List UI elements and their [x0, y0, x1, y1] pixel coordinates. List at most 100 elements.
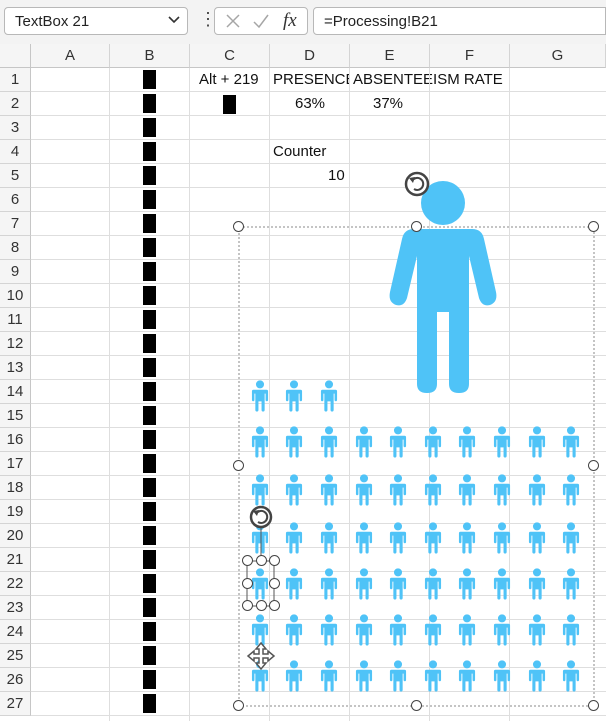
person-icon[interactable] — [389, 474, 407, 506]
person-icon[interactable] — [424, 426, 442, 458]
textbox-handle-left[interactable] — [242, 578, 253, 589]
person-icon[interactable] — [493, 568, 511, 600]
resize-handle-top-left[interactable] — [233, 221, 244, 232]
row-header[interactable]: 8 — [0, 236, 31, 260]
person-icon[interactable] — [251, 474, 269, 506]
row-header[interactable]: 7 — [0, 212, 31, 236]
person-icon[interactable] — [320, 380, 338, 412]
formula-input[interactable]: =Processing!B21 — [313, 7, 606, 35]
person-icon[interactable] — [285, 426, 303, 458]
person-icon[interactable] — [424, 474, 442, 506]
textbox-handle-bottom-left[interactable] — [242, 600, 253, 611]
cell-e1[interactable]: ABSENTEEISM RATE — [353, 71, 503, 88]
person-icon[interactable] — [562, 426, 580, 458]
person-icon[interactable] — [355, 522, 373, 554]
move-icon[interactable] — [246, 641, 276, 671]
person-icon[interactable] — [458, 568, 476, 600]
person-icon[interactable] — [528, 614, 546, 646]
person-icon[interactable] — [424, 568, 442, 600]
person-icon[interactable] — [285, 380, 303, 412]
person-icon[interactable] — [355, 614, 373, 646]
person-icon[interactable] — [458, 522, 476, 554]
row-header[interactable]: 22 — [0, 572, 31, 596]
person-icon[interactable] — [528, 568, 546, 600]
row-header[interactable]: 14 — [0, 380, 31, 404]
resize-handle-bottom-right[interactable] — [588, 700, 599, 711]
cell-e2[interactable]: 37% — [373, 95, 404, 112]
person-icon[interactable] — [285, 660, 303, 692]
person-icon[interactable] — [458, 474, 476, 506]
check-icon[interactable] — [251, 11, 271, 36]
resize-handle-top-right[interactable] — [588, 221, 599, 232]
person-icon[interactable] — [251, 614, 269, 646]
large-person-icon[interactable] — [389, 181, 497, 393]
person-icon[interactable] — [251, 426, 269, 458]
person-icon[interactable] — [320, 426, 338, 458]
row-header[interactable]: 11 — [0, 308, 31, 332]
resize-handle-bottom-left[interactable] — [233, 700, 244, 711]
textbox-handle-bottom-right[interactable] — [269, 600, 280, 611]
row-header[interactable]: 15 — [0, 404, 31, 428]
person-icon[interactable] — [320, 474, 338, 506]
textbox-handle-top[interactable] — [256, 555, 267, 566]
person-icon[interactable] — [355, 660, 373, 692]
person-icon[interactable] — [493, 474, 511, 506]
row-header[interactable]: 2 — [0, 92, 31, 116]
person-icon[interactable] — [562, 660, 580, 692]
row-header[interactable]: 16 — [0, 428, 31, 452]
row-header[interactable]: 1 — [0, 68, 31, 92]
person-icon[interactable] — [355, 474, 373, 506]
rotate-handle-icon[interactable] — [404, 171, 430, 197]
row-header[interactable]: 10 — [0, 284, 31, 308]
cell-d1[interactable]: PRESENCE — [273, 71, 350, 88]
textbox-handle-top-left[interactable] — [242, 555, 253, 566]
person-icon[interactable] — [251, 568, 269, 600]
row-header[interactable]: 17 — [0, 452, 31, 476]
person-icon[interactable] — [389, 568, 407, 600]
row-header[interactable]: 5 — [0, 164, 31, 188]
person-icon[interactable] — [320, 522, 338, 554]
person-icon[interactable] — [493, 660, 511, 692]
person-icon[interactable] — [493, 522, 511, 554]
row-header[interactable]: 23 — [0, 596, 31, 620]
column-header-a[interactable]: A — [31, 44, 110, 68]
person-icon[interactable] — [320, 614, 338, 646]
person-icon[interactable] — [389, 426, 407, 458]
cell-d4[interactable]: Counter — [273, 143, 327, 160]
rotate-handle-small-icon[interactable] — [249, 505, 273, 529]
cell-c1[interactable]: Alt + 219 — [199, 71, 259, 88]
person-icon[interactable] — [493, 614, 511, 646]
row-header[interactable]: 25 — [0, 644, 31, 668]
person-icon[interactable] — [389, 614, 407, 646]
chevron-down-icon[interactable] — [167, 12, 181, 29]
person-icon[interactable] — [424, 614, 442, 646]
person-icon[interactable] — [528, 426, 546, 458]
person-icon[interactable] — [285, 522, 303, 554]
row-header[interactable]: 27 — [0, 692, 31, 716]
row-header[interactable]: 12 — [0, 332, 31, 356]
person-icon[interactable] — [389, 660, 407, 692]
textbox-handle-bottom[interactable] — [256, 600, 267, 611]
row-header[interactable]: 6 — [0, 188, 31, 212]
column-header-f[interactable]: F — [430, 44, 510, 68]
person-icon[interactable] — [285, 614, 303, 646]
person-icon[interactable] — [562, 614, 580, 646]
row-header[interactable]: 26 — [0, 668, 31, 692]
row-header[interactable]: 3 — [0, 116, 31, 140]
row-header[interactable]: 13 — [0, 356, 31, 380]
person-icon[interactable] — [458, 426, 476, 458]
person-icon[interactable] — [528, 660, 546, 692]
person-icon[interactable] — [493, 426, 511, 458]
textbox-handle-right[interactable] — [269, 578, 280, 589]
row-header[interactable]: 20 — [0, 524, 31, 548]
cell-d5[interactable]: 10 — [328, 167, 345, 184]
person-icon[interactable] — [320, 660, 338, 692]
cell-d2[interactable]: 63% — [295, 95, 326, 112]
textbox-handle-top-right[interactable] — [269, 555, 280, 566]
resize-handle-bottom[interactable] — [411, 700, 422, 711]
row-header[interactable]: 4 — [0, 140, 31, 164]
person-icon[interactable] — [355, 568, 373, 600]
resize-handle-top[interactable] — [411, 221, 422, 232]
cancel-icon[interactable] — [223, 11, 243, 36]
column-header-g[interactable]: G — [510, 44, 606, 68]
